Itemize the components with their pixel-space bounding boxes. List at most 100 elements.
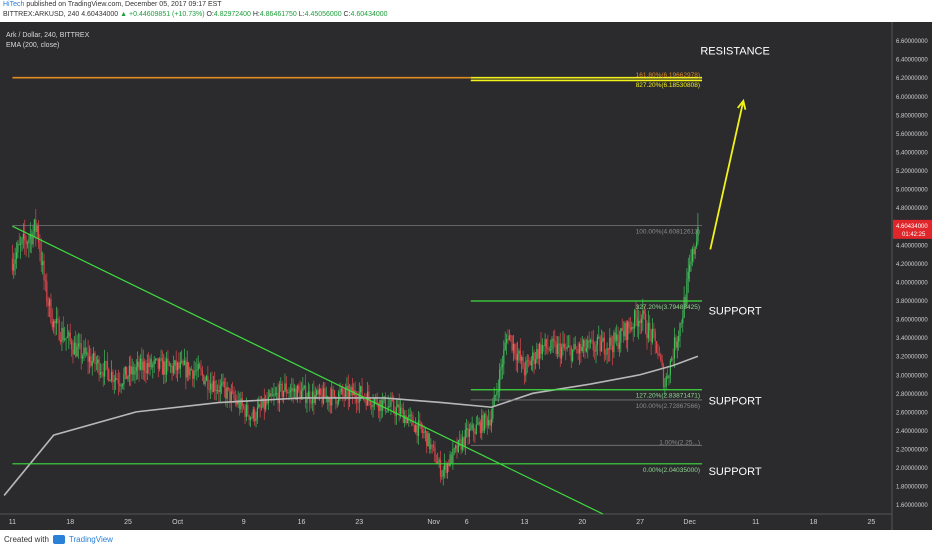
candle-body	[336, 402, 338, 404]
candle-body	[161, 358, 164, 375]
candle-body	[142, 361, 144, 371]
candle-body	[616, 334, 618, 341]
tradingview-link[interactable]: TradingView	[68, 535, 113, 544]
candle-body	[610, 337, 612, 346]
candle-body	[395, 407, 398, 416]
candle-body	[636, 317, 638, 327]
candle-body	[210, 383, 212, 390]
candle-body	[594, 350, 596, 352]
candle-body	[277, 393, 279, 404]
support-label: SUPPORT	[709, 305, 762, 317]
candle-body	[477, 423, 479, 425]
y-tick-label: 3.60000000	[896, 318, 928, 324]
candle-body	[675, 337, 677, 348]
candle-body	[183, 360, 186, 365]
candle-body	[468, 429, 471, 437]
candle-body	[437, 461, 439, 464]
candle-body	[335, 396, 337, 404]
x-tick-label: 9	[242, 519, 246, 526]
fib-level-label: 327.20%(3.79488425)	[636, 304, 700, 311]
candle-body	[428, 433, 431, 450]
candle-body	[160, 358, 162, 360]
candle-body	[511, 335, 513, 351]
candle-body	[175, 360, 177, 371]
candle-body	[607, 348, 610, 350]
candle-body	[697, 226, 699, 242]
y-tick-label: 2.80000000	[896, 392, 928, 398]
open-value: 4.82972400	[213, 11, 251, 18]
candle-body	[216, 389, 219, 391]
candle-body	[76, 346, 78, 357]
candle-body	[251, 417, 253, 419]
last-price-tag: 4.60434000 01:42:25	[893, 219, 932, 239]
candle-body	[485, 413, 487, 419]
candle-body	[80, 343, 82, 359]
candle-body	[97, 359, 99, 364]
candle-body	[423, 432, 425, 434]
candle-body	[106, 361, 108, 370]
candle-body	[501, 364, 504, 368]
arrow-head-icon	[737, 98, 747, 110]
y-tick-label: 4.80000000	[896, 206, 928, 212]
y-tick-label: 1.80000000	[896, 485, 928, 491]
candle-body	[343, 394, 345, 397]
candle-body	[421, 429, 424, 433]
candle-body	[351, 386, 353, 396]
candle-body	[426, 431, 428, 447]
candle-body	[640, 318, 643, 323]
candle-body	[99, 372, 102, 375]
candle-body	[368, 391, 370, 399]
candle-body	[288, 392, 290, 394]
y-tick-label: 6.40000000	[896, 58, 928, 64]
candle-body	[371, 404, 373, 408]
candle-body	[448, 463, 450, 466]
candle-body	[444, 463, 446, 470]
candle-body	[529, 361, 531, 366]
candle-body	[340, 388, 342, 392]
candle-body	[695, 241, 698, 247]
candle-body	[292, 388, 294, 392]
candle-body	[618, 342, 621, 349]
candle-body	[193, 370, 195, 379]
up-arrow-icon: ▲	[120, 11, 128, 18]
candle-body	[671, 358, 673, 361]
price-chart[interactable]: Ark / Dollar, 240, BITTREX EMA (200, clo…	[0, 22, 932, 530]
candle-body	[249, 417, 252, 421]
candle-body	[464, 429, 466, 447]
candle-body	[466, 428, 468, 430]
candle-body	[108, 369, 110, 381]
candle-body	[66, 336, 69, 338]
x-tick-label: Oct	[172, 519, 183, 526]
candle-body	[252, 409, 254, 419]
candle-body	[77, 343, 80, 347]
candle-body	[274, 393, 276, 395]
candle-body	[382, 400, 384, 411]
candle-body	[625, 322, 627, 341]
candle-body	[409, 414, 411, 416]
close-value: 4.60434000	[350, 11, 388, 18]
y-tick-label: 6.60000000	[896, 39, 928, 45]
candle-body	[69, 332, 71, 341]
candle-body	[123, 374, 125, 385]
candle-body	[329, 397, 331, 406]
candle-body	[530, 360, 532, 366]
candle-body	[289, 390, 292, 393]
candle-body	[163, 361, 165, 375]
candle-body	[303, 385, 305, 388]
fib-level-label: 1.00%(2.25...)	[659, 439, 700, 446]
author-link[interactable]: HiTech	[3, 1, 25, 8]
candle-body	[376, 397, 378, 405]
candle-body	[449, 454, 451, 466]
x-tick-label: 11	[752, 519, 759, 526]
candle-body	[13, 263, 15, 271]
chart-title: Ark / Dollar, 240, BITTREX	[6, 32, 90, 39]
candle-body	[621, 328, 623, 332]
candle-body	[533, 352, 535, 364]
candle-body	[325, 396, 327, 398]
candle-body	[91, 360, 93, 366]
candle-body	[46, 281, 48, 303]
candle-body	[314, 395, 316, 404]
candle-body	[233, 391, 235, 399]
support-label: SUPPORT	[709, 395, 762, 407]
x-tick-label: 18	[810, 519, 818, 526]
